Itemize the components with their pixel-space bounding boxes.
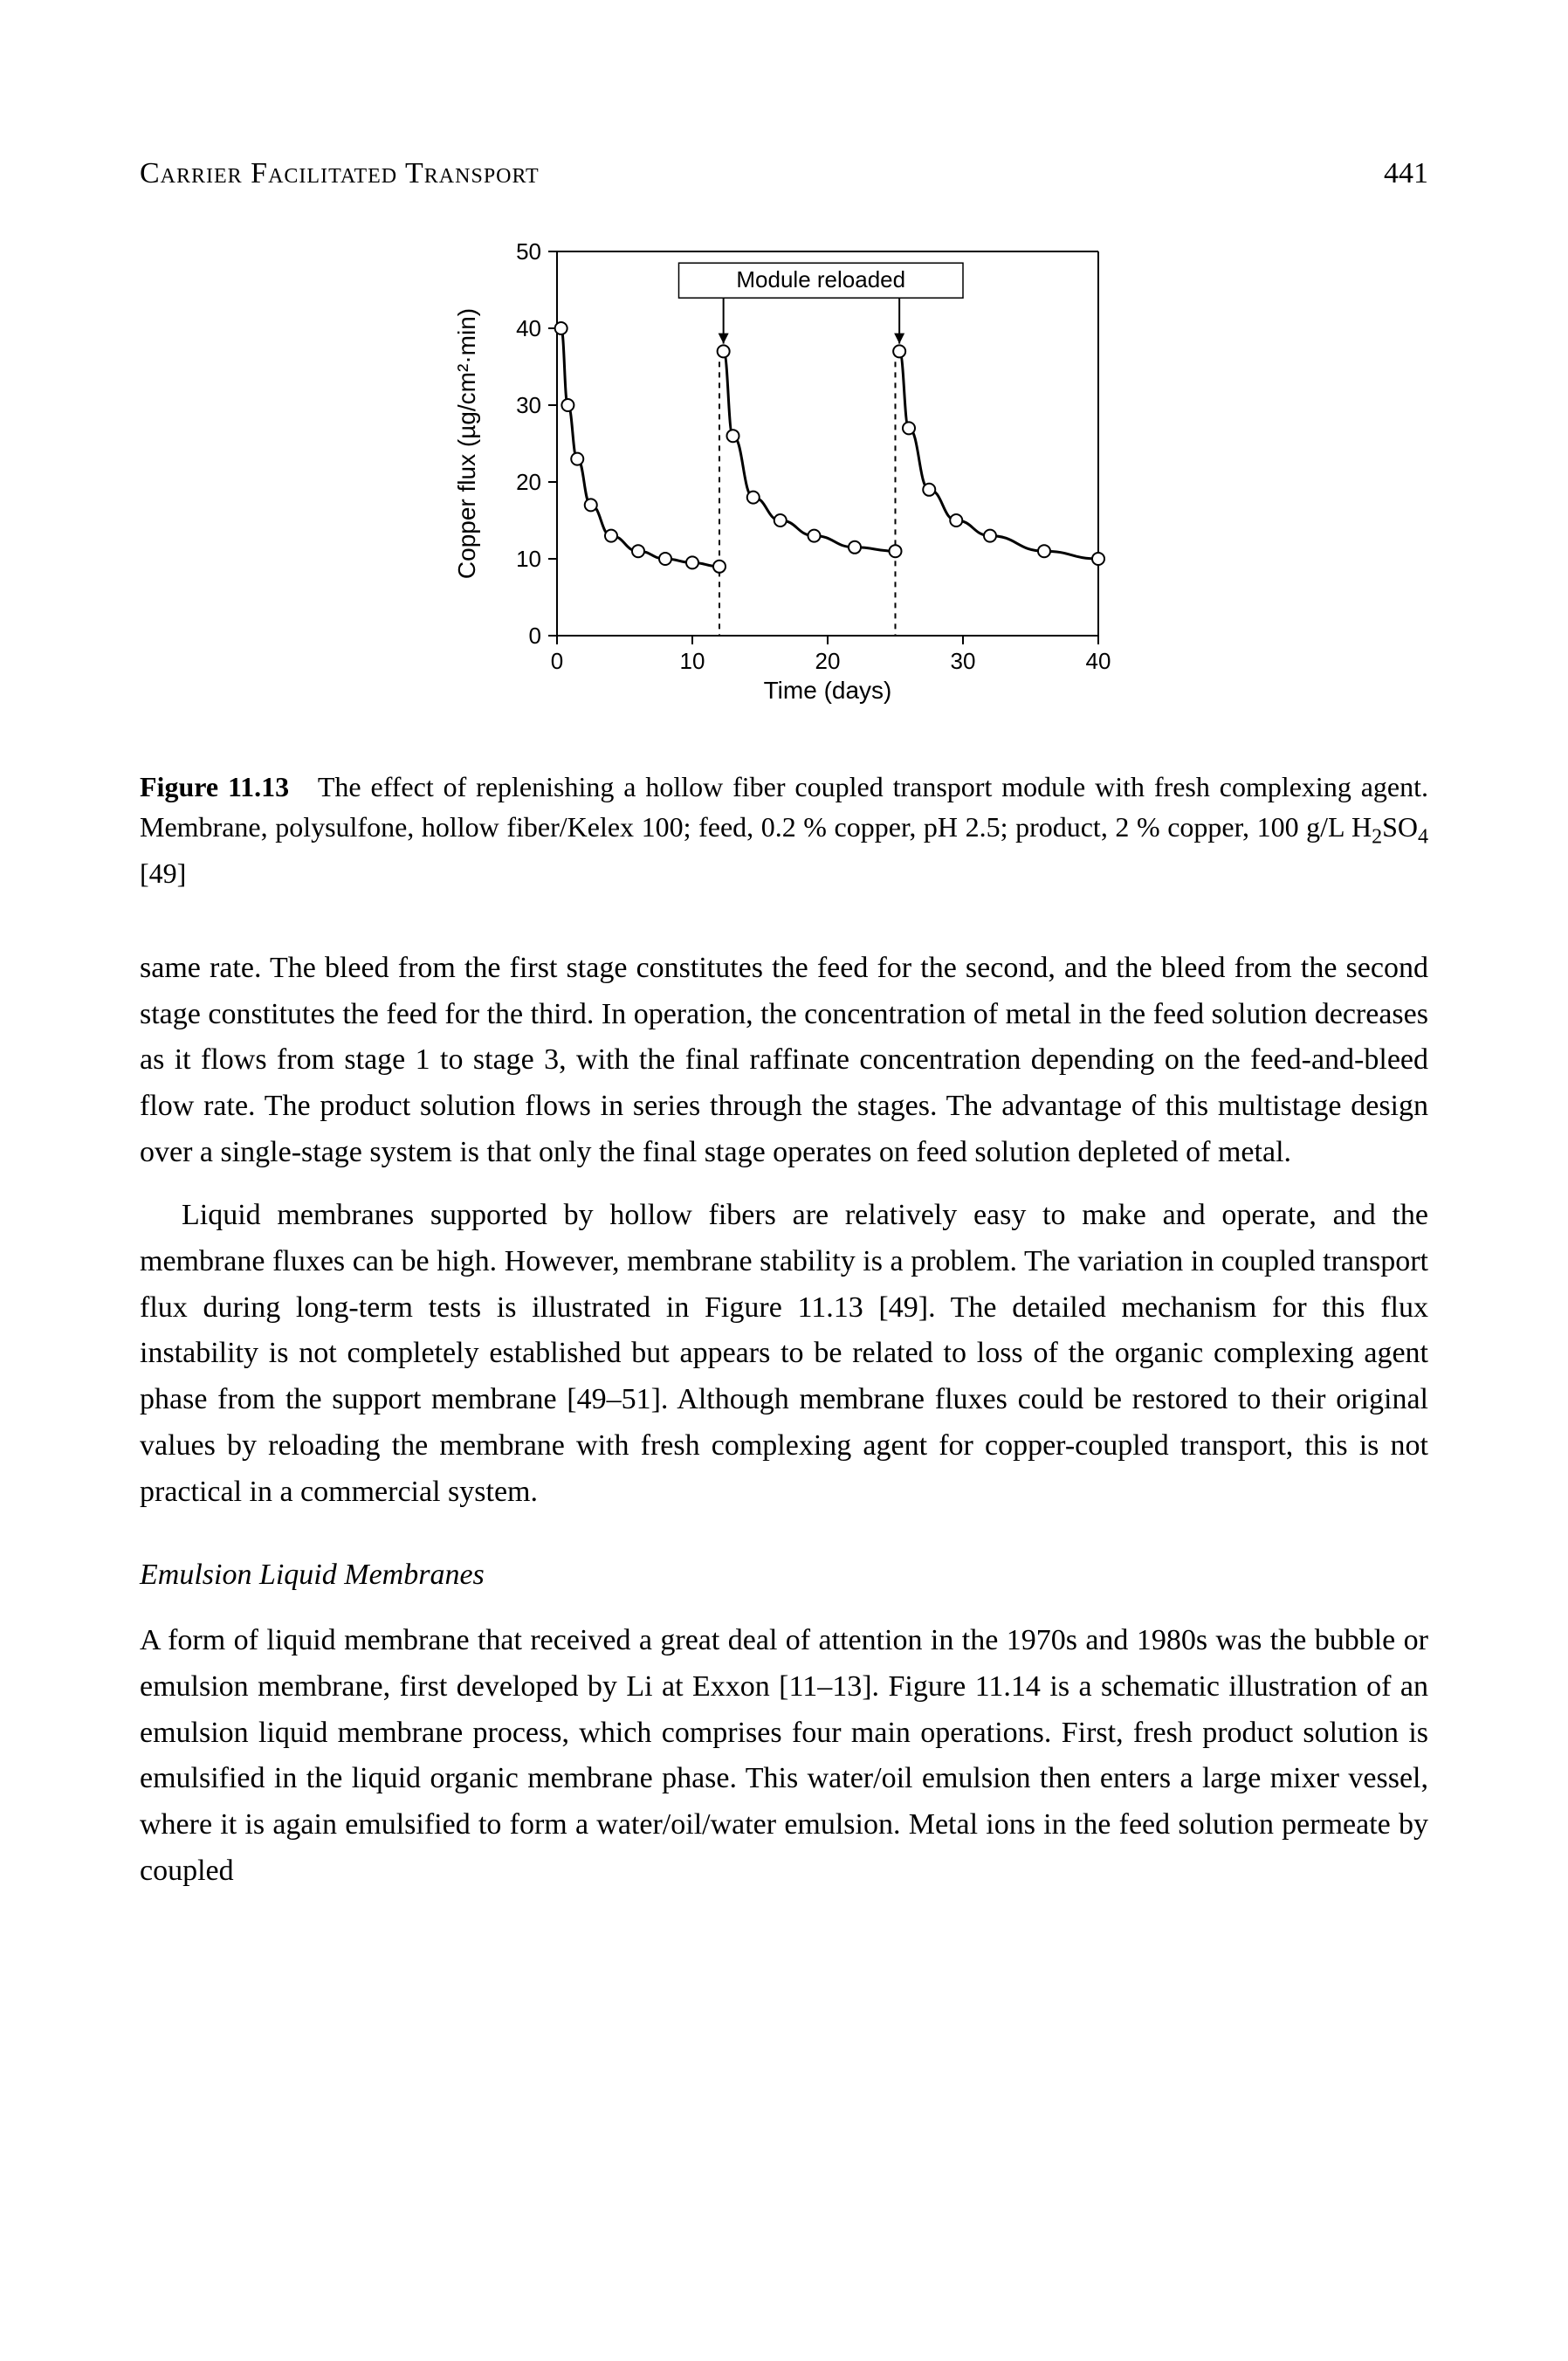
svg-text:Module reloaded: Module reloaded bbox=[736, 266, 905, 293]
svg-text:10: 10 bbox=[680, 648, 705, 674]
paragraph-3: A form of liquid membrane that received … bbox=[140, 1618, 1428, 1894]
svg-text:Time (days): Time (days) bbox=[764, 677, 892, 704]
figure-11-13-caption: Figure 11.13 The effect of replenishing … bbox=[140, 767, 1428, 893]
caption-text-0: The effect of replenishing a hollow fibe… bbox=[140, 771, 1428, 843]
page-number: 441 bbox=[1384, 157, 1428, 190]
svg-text:10: 10 bbox=[516, 546, 541, 572]
svg-text:40: 40 bbox=[516, 315, 541, 341]
caption-sub-2: 2 bbox=[1372, 826, 1382, 849]
figure-label: Figure 11.13 bbox=[140, 771, 289, 802]
paragraph-2: Liquid membranes supported by hollow fib… bbox=[140, 1193, 1428, 1515]
svg-text:0: 0 bbox=[529, 623, 541, 649]
page-header: Carrier Facilitated Transport 441 bbox=[140, 157, 1428, 190]
caption-text-so: SO bbox=[1382, 811, 1418, 843]
svg-text:0: 0 bbox=[551, 648, 563, 674]
copper-flux-chart-svg: 0 10 20 30 40 0 10 20 30 40 50 Time (days) Copper fl… bbox=[444, 225, 1124, 714]
paragraph-1: same rate. The bleed from the first stag… bbox=[140, 946, 1428, 1175]
svg-text:30: 30 bbox=[951, 648, 976, 674]
section-heading-emulsion: Emulsion Liquid Membranes bbox=[140, 1559, 1428, 1592]
svg-text:50: 50 bbox=[516, 238, 541, 265]
caption-sub-4: 4 bbox=[1418, 826, 1428, 849]
caption-text-end: [49] bbox=[140, 857, 186, 889]
svg-text:20: 20 bbox=[815, 648, 841, 674]
svg-text:30: 30 bbox=[516, 392, 541, 418]
svg-text:40: 40 bbox=[1086, 648, 1111, 674]
page: Carrier Facilitated Transport 441 010203… bbox=[0, 0, 1568, 2361]
svg-text:Copper flux (µg/cm²·min): Copper flux (µg/cm²·min) bbox=[453, 308, 480, 579]
figure-11-13-chart: 0 10 20 30 40 0 10 20 30 40 50 Time (days) Copper fl… bbox=[140, 225, 1428, 714]
svg-text:20: 20 bbox=[516, 469, 541, 495]
running-head-left: Carrier Facilitated Transport bbox=[140, 157, 540, 190]
